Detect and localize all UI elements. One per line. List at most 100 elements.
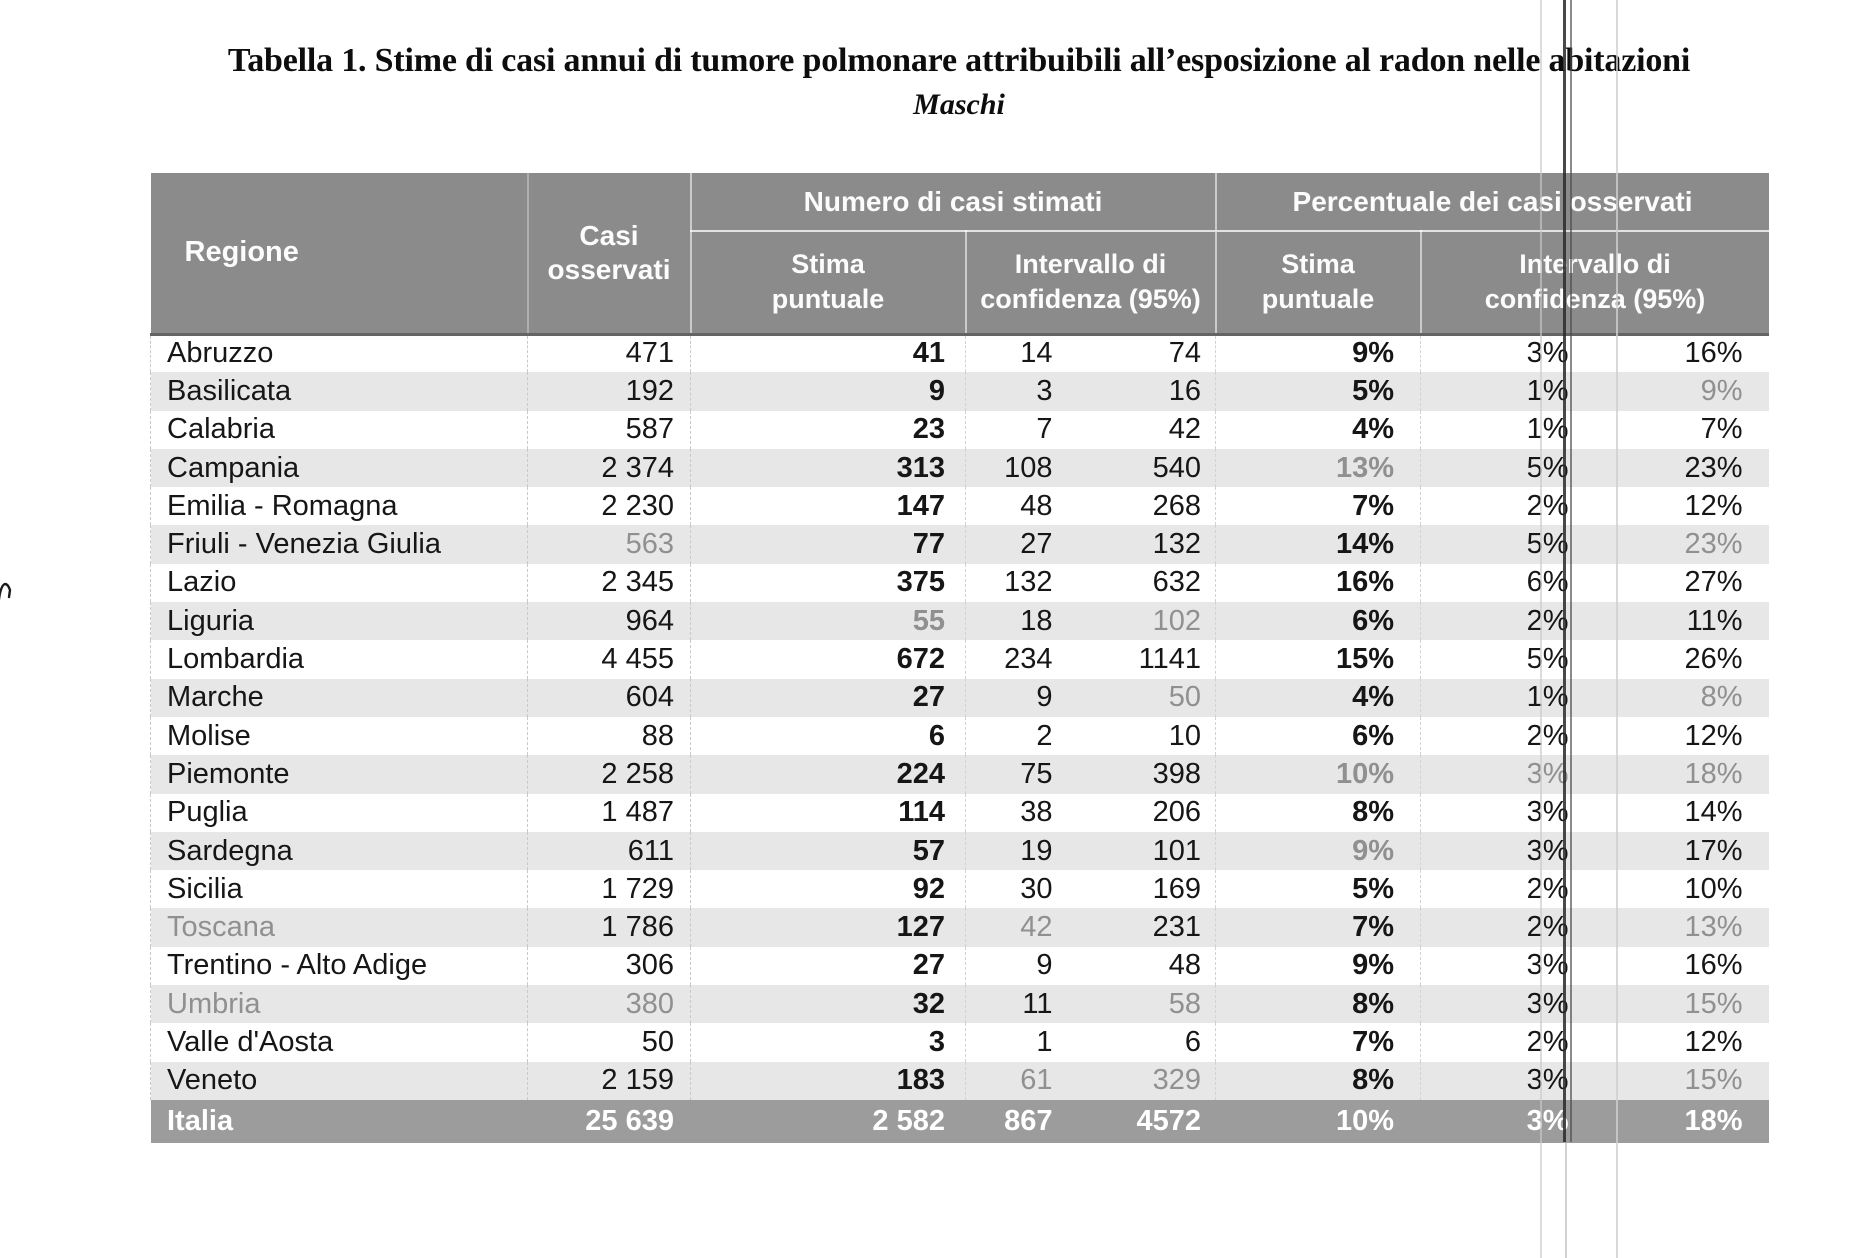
value-cell: 2% xyxy=(1420,602,1591,641)
value-cell: 6 xyxy=(690,716,966,756)
value-cell: 14% xyxy=(1215,525,1422,564)
table-body: Abruzzo 471 41 14 74 9% 3% 16% Basilicata 192 9 3 16… xyxy=(150,332,1769,1143)
value-cell: 2 xyxy=(965,716,1071,756)
value-cell: 206 xyxy=(1070,793,1217,832)
subheader-stima-puntuale-percentuale: Stima puntuale xyxy=(1214,231,1421,334)
table-row: Trentino - Alto Adige 306 27 9 48 9% 3% 16% xyxy=(150,946,1769,986)
value-cell: 6 xyxy=(1070,1023,1217,1062)
table-row: Valle d'Aosta 50 3 1 6 7% 2% 12% xyxy=(150,1023,1769,1062)
table-row: Liguria 964 55 18 102 6% 2% 11% xyxy=(150,602,1769,641)
region-cell: Basilicata xyxy=(150,372,528,411)
value-cell: 27% xyxy=(1590,563,1769,603)
value-cell: 19 xyxy=(965,831,1071,871)
value-cell: 15% xyxy=(1215,640,1422,679)
value-cell: 27 xyxy=(965,525,1071,564)
value-cell: 7 xyxy=(965,410,1071,449)
table-row: Toscana 1 786 127 42 231 7% 2% 13% xyxy=(150,908,1769,947)
region-cell: Molise xyxy=(150,716,528,756)
value-cell: 380 xyxy=(527,985,691,1024)
table-row: Marche 604 27 9 50 4% 1% 8% xyxy=(150,678,1769,717)
value-cell: 4% xyxy=(1215,410,1422,449)
table-row: Piemonte 2 258 224 75 398 10% 3% 18% xyxy=(150,755,1769,794)
value-cell: 58 xyxy=(1070,985,1217,1024)
value-cell: 4% xyxy=(1215,678,1422,717)
value-cell: 3% xyxy=(1420,946,1591,986)
column-header-regione: Regione xyxy=(150,173,528,334)
value-cell: 4572 xyxy=(1070,1099,1216,1143)
value-cell: 2% xyxy=(1420,870,1591,909)
value-cell: 30 xyxy=(965,870,1071,909)
value-cell: 12% xyxy=(1590,487,1769,526)
value-cell: 234 xyxy=(965,640,1071,679)
value-cell: 3 xyxy=(965,372,1071,411)
value-cell: 2 345 xyxy=(527,563,691,603)
value-cell: 192 xyxy=(527,372,691,411)
value-cell: 329 xyxy=(1070,1061,1217,1100)
value-cell: 1% xyxy=(1420,372,1591,411)
value-cell: 132 xyxy=(965,563,1071,603)
value-cell: 224 xyxy=(690,755,966,794)
value-cell: 3% xyxy=(1420,831,1591,871)
value-cell: 7% xyxy=(1215,908,1422,947)
value-cell: 16% xyxy=(1215,563,1422,603)
region-cell: Italia xyxy=(150,1099,528,1143)
value-cell: 41 xyxy=(690,332,966,373)
value-cell: 77 xyxy=(690,525,966,564)
document-title-block: Tabella 1. Stime di casi annui di tumore… xyxy=(150,40,1768,124)
value-cell: 26% xyxy=(1590,640,1769,679)
table-subtitle-maschi: Maschi xyxy=(913,88,1005,121)
value-cell: 3% xyxy=(1420,1099,1591,1143)
value-cell: 16% xyxy=(1590,946,1769,986)
value-cell: 398 xyxy=(1070,755,1217,794)
value-cell: 92 xyxy=(690,870,966,909)
value-cell: 183 xyxy=(690,1061,966,1100)
value-cell: 15% xyxy=(1590,985,1769,1024)
value-cell: 27 xyxy=(690,946,966,986)
value-cell: 471 xyxy=(527,332,691,373)
value-cell: 5% xyxy=(1215,870,1422,909)
value-cell: 7% xyxy=(1215,487,1422,526)
value-cell: 50 xyxy=(1070,678,1217,717)
value-cell: 231 xyxy=(1070,908,1217,947)
value-cell: 9% xyxy=(1215,332,1422,373)
value-cell: 127 xyxy=(690,908,966,947)
value-cell: 75 xyxy=(965,755,1071,794)
value-cell: 50 xyxy=(527,1023,691,1062)
value-cell: 9% xyxy=(1215,946,1422,986)
total-row: Italia 25 639 2 582 867 4572 10% 3% 18% xyxy=(150,1099,1769,1143)
value-cell: 2% xyxy=(1420,716,1591,756)
value-cell: 18% xyxy=(1590,755,1769,794)
group-header-numero-casi-stimati: Numero di casi stimati xyxy=(689,173,1216,232)
value-cell: 14 xyxy=(965,332,1071,373)
table-row: Lazio 2 345 375 132 632 16% 6% 27% xyxy=(150,563,1769,603)
value-cell: 9 xyxy=(690,372,966,411)
value-cell: 313 xyxy=(690,448,966,488)
region-cell: Lazio xyxy=(150,563,528,603)
value-cell: 306 xyxy=(527,946,691,986)
value-cell: 9 xyxy=(965,678,1071,717)
header-row-subcolumns: Stima puntuale Intervallo di confidenza … xyxy=(151,231,1769,334)
value-cell: 10% xyxy=(1590,870,1769,909)
value-cell: 3% xyxy=(1420,332,1591,373)
value-cell: 5% xyxy=(1420,448,1591,488)
value-cell: 3% xyxy=(1420,793,1591,832)
region-cell: Sardegna xyxy=(150,831,528,871)
table-row: Puglia 1 487 114 38 206 8% 3% 14% xyxy=(150,793,1769,832)
value-cell: 10 xyxy=(1070,716,1217,756)
region-cell: Toscana xyxy=(150,908,528,947)
value-cell: 32 xyxy=(690,985,966,1024)
value-cell: 55 xyxy=(690,602,966,641)
table-row: Umbria 380 32 11 58 8% 3% 15% xyxy=(150,985,1769,1024)
region-cell: Campania xyxy=(150,448,528,488)
table-row: Sicilia 1 729 92 30 169 5% 2% 10% xyxy=(150,870,1769,909)
value-cell: 2 230 xyxy=(527,487,691,526)
value-cell: 16 xyxy=(1070,372,1217,411)
value-cell: 1 729 xyxy=(527,870,691,909)
table-header: Regione Casi osservati Numero di casi st… xyxy=(150,173,1769,334)
value-cell: 6% xyxy=(1215,602,1422,641)
value-cell: 5% xyxy=(1420,525,1591,564)
value-cell: 10% xyxy=(1215,755,1422,794)
region-cell: Emilia - Romagna xyxy=(150,487,528,526)
value-cell: 2% xyxy=(1420,908,1591,947)
value-cell: 13% xyxy=(1590,908,1769,947)
